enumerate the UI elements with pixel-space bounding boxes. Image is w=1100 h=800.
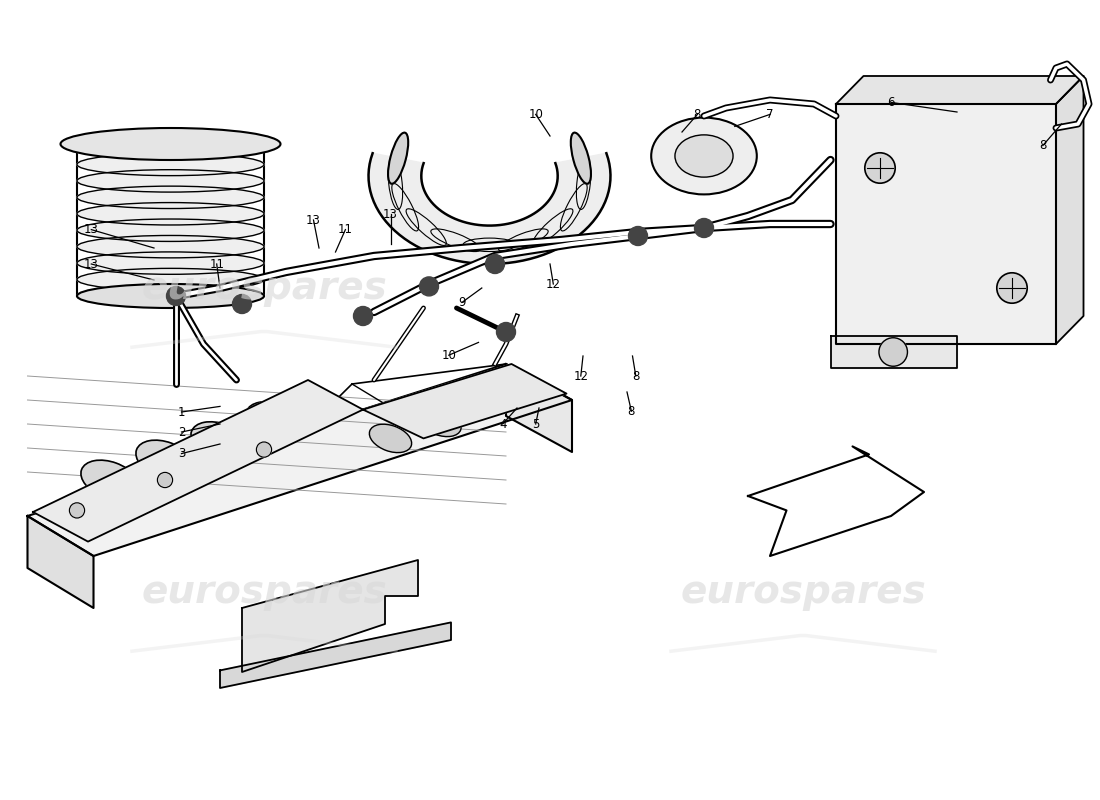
Text: 11: 11 (209, 258, 224, 270)
Circle shape (865, 153, 895, 183)
Circle shape (694, 218, 714, 238)
Polygon shape (28, 364, 572, 556)
Ellipse shape (77, 186, 264, 209)
Text: 10: 10 (441, 349, 456, 362)
Text: 11: 11 (338, 223, 353, 236)
Text: eurospares: eurospares (141, 573, 387, 611)
Text: eurospares: eurospares (680, 573, 926, 611)
Polygon shape (28, 516, 94, 608)
Circle shape (628, 226, 648, 246)
Polygon shape (836, 104, 1056, 344)
Text: 10: 10 (528, 108, 543, 121)
Polygon shape (368, 154, 610, 264)
Circle shape (69, 503, 85, 518)
Ellipse shape (246, 402, 304, 442)
Polygon shape (748, 446, 924, 556)
Ellipse shape (77, 252, 264, 274)
Ellipse shape (77, 268, 264, 290)
Ellipse shape (77, 235, 264, 258)
Circle shape (232, 294, 252, 314)
Polygon shape (220, 622, 451, 688)
Text: 9: 9 (459, 296, 465, 309)
Ellipse shape (77, 202, 264, 225)
Text: 13: 13 (84, 223, 99, 236)
Text: 13: 13 (306, 214, 321, 226)
Polygon shape (1056, 76, 1084, 344)
Ellipse shape (77, 284, 264, 308)
Circle shape (997, 273, 1027, 303)
Polygon shape (836, 76, 1084, 104)
Ellipse shape (60, 128, 280, 160)
Text: 8: 8 (632, 370, 639, 382)
Circle shape (157, 472, 173, 488)
Polygon shape (33, 380, 363, 542)
Text: 1: 1 (178, 406, 185, 418)
Text: 2: 2 (178, 426, 185, 438)
Text: 8: 8 (628, 405, 635, 418)
Circle shape (166, 286, 186, 306)
Ellipse shape (419, 408, 461, 437)
Text: 13: 13 (84, 258, 99, 270)
Text: eurospares: eurospares (141, 269, 387, 307)
Text: 8: 8 (1040, 139, 1046, 152)
Text: 3: 3 (178, 447, 185, 460)
Circle shape (496, 322, 516, 342)
Text: 4: 4 (499, 418, 506, 430)
Circle shape (879, 338, 908, 366)
Text: 7: 7 (767, 108, 773, 121)
Ellipse shape (651, 118, 757, 194)
Text: 8: 8 (694, 108, 701, 121)
Text: 12: 12 (573, 370, 588, 382)
Ellipse shape (191, 422, 249, 462)
Circle shape (256, 442, 272, 458)
Ellipse shape (77, 137, 264, 159)
Circle shape (419, 277, 439, 296)
Text: 5: 5 (532, 418, 539, 430)
Ellipse shape (388, 133, 408, 184)
Text: 13: 13 (383, 208, 398, 221)
Polygon shape (506, 364, 572, 452)
Polygon shape (242, 560, 418, 672)
Ellipse shape (675, 135, 733, 177)
Text: 12: 12 (546, 278, 561, 290)
Ellipse shape (571, 133, 591, 184)
Ellipse shape (77, 170, 264, 192)
Text: 6: 6 (888, 96, 894, 109)
Circle shape (353, 306, 373, 326)
Ellipse shape (136, 440, 194, 480)
Ellipse shape (77, 219, 264, 242)
Circle shape (485, 254, 505, 274)
Ellipse shape (77, 154, 264, 176)
Ellipse shape (81, 460, 139, 500)
Ellipse shape (370, 424, 411, 453)
Polygon shape (363, 364, 566, 438)
Polygon shape (830, 336, 957, 368)
